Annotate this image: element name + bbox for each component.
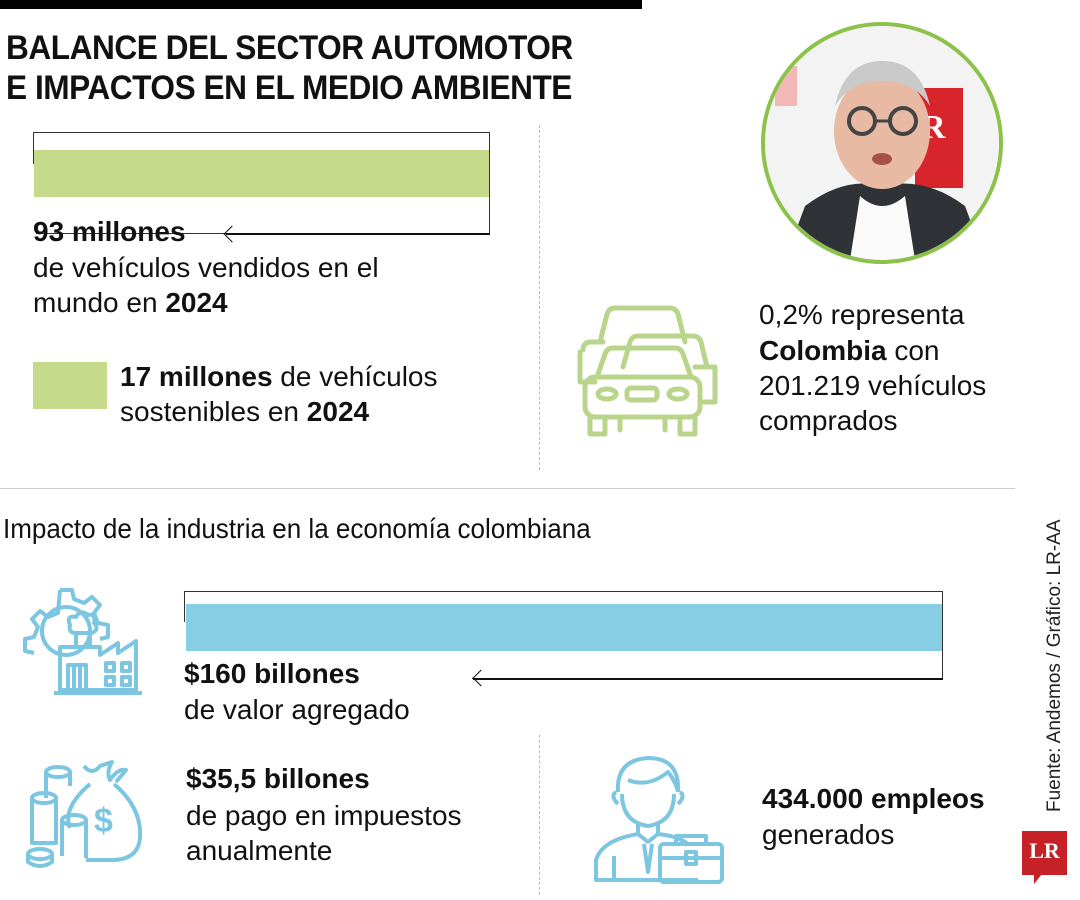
taxes-desc-2: anualmente [186, 835, 333, 866]
value-added-bar [186, 604, 942, 651]
sustainable-desc-prefix: sostenibles en [120, 396, 307, 427]
colombia-country: Colombia [759, 335, 887, 366]
factory-gear-icon [23, 588, 142, 695]
sustainable-value: 17 millones [120, 361, 273, 392]
colombia-country-suffix: con [886, 335, 940, 366]
jobs-desc: generados [762, 819, 895, 850]
title-line-2: E IMPACTOS EN EL MEDIO AMBIENTE [6, 69, 572, 107]
colombia-desc: comprados [759, 405, 898, 436]
frame-mask-3 [182, 676, 472, 682]
title-line-1: BALANCE DEL SECTOR AUTOMOTOR [6, 29, 573, 67]
world-sales-year: 2024 [165, 287, 228, 318]
svg-text:$: $ [94, 802, 113, 840]
person-portrait-icon: R [765, 26, 999, 260]
colombia-line-1: 0,2% representa [759, 298, 964, 332]
sustainable-line-2: sostenibles en 2024 [120, 395, 369, 429]
page-title: BALANCE DEL SECTOR AUTOMOTOR E IMPACTOS … [6, 28, 573, 108]
section-divider [0, 488, 1015, 489]
top-rule [0, 0, 642, 9]
speaker-photo: R [761, 22, 1003, 264]
world-sales-desc-1: de vehículos vendidos en el [33, 252, 379, 283]
value-added-desc: de valor agregado [184, 694, 410, 725]
jobs-value: 434.000 empleos [762, 783, 985, 814]
section2-title: Impacto de la industria en la economía c… [3, 513, 591, 544]
taxes-value: $35,5 billones [186, 763, 370, 794]
source-credit: Fuente: Andemos / Gráfico: LR-AA [1044, 519, 1065, 812]
sustainable-suffix: de vehículos [272, 361, 438, 392]
money-bag-icon: $ [26, 760, 142, 868]
vertical-divider-bottom [539, 735, 540, 895]
cars-icon [577, 305, 718, 437]
sustainable-year: 2024 [306, 396, 370, 427]
colombia-line-2: Colombia con [759, 334, 940, 368]
frame-mask [32, 164, 36, 236]
world-sales-value: 93 millones [33, 216, 186, 247]
colombia-pct-suffix: representa [822, 299, 965, 330]
lr-logo: LR [1022, 831, 1067, 875]
businessman-briefcase-icon [594, 756, 724, 884]
taxes-desc-1: de pago en impuestos [186, 800, 462, 831]
logo-speech-tail [1034, 874, 1046, 884]
colombia-count: 201.219 vehículos [759, 370, 987, 401]
colombia-pct: 0,2% [759, 299, 823, 330]
vertical-divider-top [539, 125, 540, 470]
world-sales-arrow-line [226, 233, 490, 235]
frame-mask-2 [182, 622, 187, 682]
sustainable-swatch [33, 362, 107, 409]
world-sales-bar [34, 150, 489, 197]
world-sales-desc-2: mundo en 2024 [33, 286, 228, 320]
value-added-value: $160 billones [184, 658, 360, 689]
world-sales-desc-2-prefix: mundo en [33, 287, 166, 318]
sustainable-line-1: 17 millones de vehículos [120, 360, 438, 394]
value-added-arrow-line [473, 678, 943, 680]
